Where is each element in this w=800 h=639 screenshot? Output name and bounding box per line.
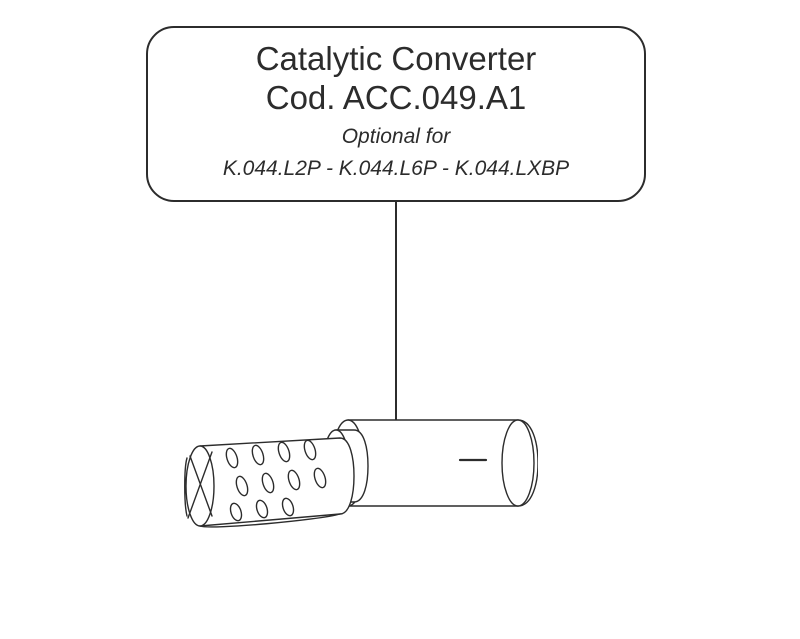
callout-title-line1: Catalytic Converter xyxy=(148,40,644,79)
callout-sub-line2: K.044.L2P - K.044.L6P - K.044.LXBP xyxy=(148,156,644,182)
leader-line xyxy=(395,202,397,422)
callout-box: Catalytic Converter Cod. ACC.049.A1 Opti… xyxy=(146,26,646,202)
callout-sub-line1: Optional for xyxy=(148,124,644,150)
catalytic-converter-drawing xyxy=(140,408,538,566)
callout-title-line2: Cod. ACC.049.A1 xyxy=(148,79,644,118)
